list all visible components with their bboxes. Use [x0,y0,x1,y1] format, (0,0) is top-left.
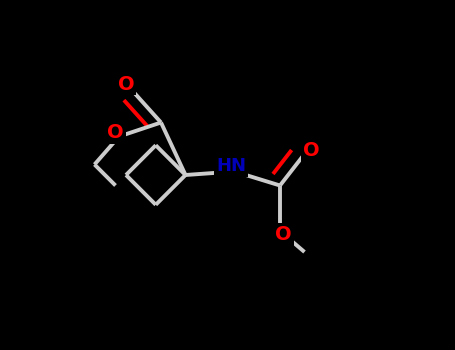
Text: HN: HN [216,157,246,175]
Text: O: O [107,124,124,142]
Text: O: O [118,75,134,93]
Text: O: O [275,225,292,244]
Text: O: O [303,141,320,160]
